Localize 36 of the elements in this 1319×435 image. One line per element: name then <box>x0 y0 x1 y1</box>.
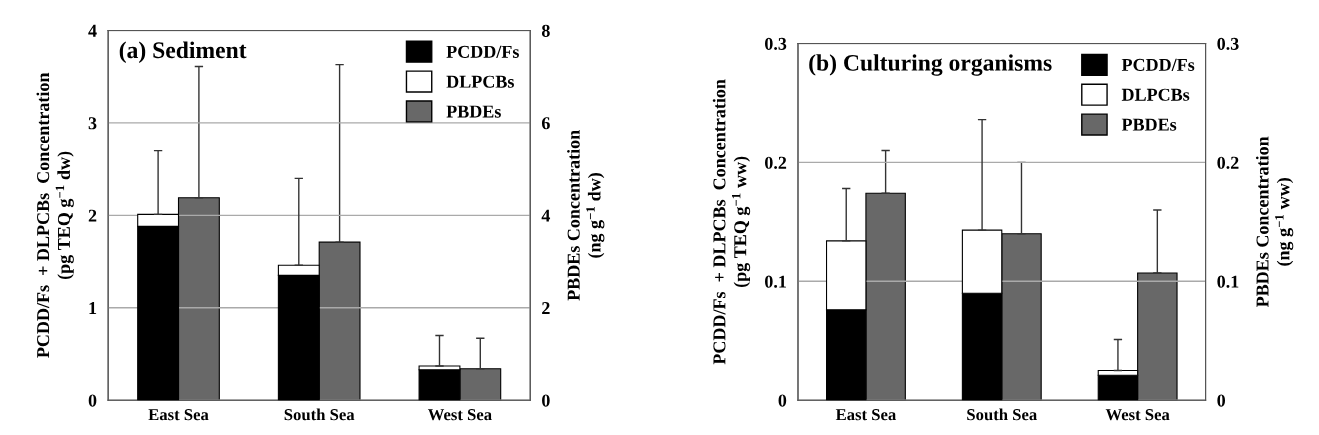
legend-label: PBDEs <box>446 105 501 118</box>
legend-label: DLPCBs <box>1121 88 1190 101</box>
y-tick-label: 2 <box>88 209 97 222</box>
legend-label: PCDD/Fs <box>1121 58 1195 71</box>
x-tick-label: West Sea <box>1105 409 1170 421</box>
y2-tick-label: 8 <box>541 24 550 37</box>
x-tick-label: South Sea <box>967 408 1037 421</box>
y-tick-label: 0.1 <box>765 275 786 288</box>
chart-title: (a) Sediment <box>119 41 247 63</box>
y-tick-label: 0 <box>778 394 787 407</box>
x-tick-label: West Sea <box>427 409 492 421</box>
x-tick-label: South Sea <box>284 408 355 421</box>
y-tick-label: 0.3 <box>765 37 787 51</box>
x-tick-label: East Sea <box>148 409 209 421</box>
legend-label: PBDEs <box>1121 118 1177 131</box>
y2-tick-label: 0 <box>1217 394 1226 407</box>
x-tick-label: East Sea <box>835 409 896 421</box>
y-axis-title: PCDD/Fs + DLPCBs Concentration (pg TEQ g$^{−1}$ ww) <box>712 79 751 365</box>
y-axis-title: PCDD/Fs + DLPCBs Concentration (pg TEQ g$^{−1}$ dw) <box>36 72 74 358</box>
chart-title: (b) Culturing organisms <box>809 54 1052 76</box>
y2-tick-label: 0.2 <box>1217 156 1239 169</box>
y2-axis-title: PBDEs Concentration (ng g$^{−1}$ dw) <box>567 130 605 301</box>
y2-tick-label: 0 <box>542 394 550 407</box>
legend-label: PCDD/Fs <box>446 45 519 58</box>
y-tick-label: 0.2 <box>765 156 787 169</box>
y2-axis-title: PBDEs Concentration (ng g$^{−1}$ ww) <box>1255 136 1294 308</box>
y2-tick-label: 6 <box>541 117 550 130</box>
y2-tick-label: 0.1 <box>1217 275 1239 288</box>
y-tick-label: 0 <box>88 394 97 407</box>
y2-tick-label: 4 <box>541 209 551 222</box>
y-tick-label: 1 <box>89 302 97 315</box>
y2-tick-label: 0.3 <box>1217 37 1239 51</box>
y-tick-label: 3 <box>88 117 97 130</box>
y-tick-label: 4 <box>88 24 97 37</box>
y2-tick-label: 2 <box>542 302 550 315</box>
legend-label: DLPCBs <box>446 75 514 88</box>
